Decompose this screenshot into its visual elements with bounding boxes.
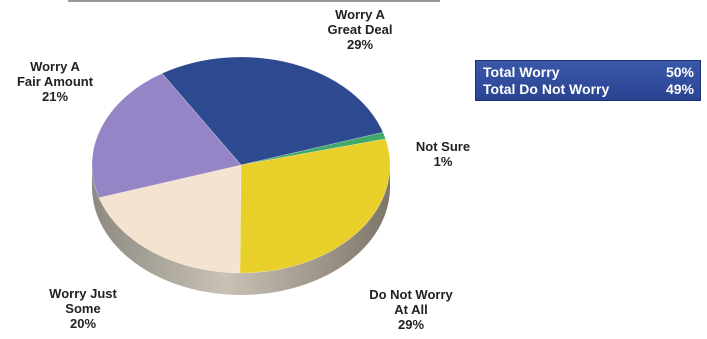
slice-label-line: Worry Just bbox=[49, 286, 117, 301]
slice-label-line: Worry A bbox=[30, 59, 80, 74]
pie-side-wall bbox=[92, 165, 390, 295]
slice-label-line: Fair Amount bbox=[16, 74, 94, 89]
summary-row-total-worry: Total Worry 50% bbox=[483, 64, 694, 81]
pie-depth-layer bbox=[92, 165, 390, 295]
slice-label-line: At All bbox=[394, 302, 428, 317]
slice-label-worry-a-great-deal: Worry A Great Deal 29% bbox=[305, 7, 415, 52]
pie-slices bbox=[91, 56, 391, 274]
slice-percent: 29% bbox=[397, 317, 425, 332]
slice-percent: 21% bbox=[41, 89, 69, 104]
pie-slice-great-deal bbox=[161, 56, 384, 166]
summary-value: 50% bbox=[665, 64, 694, 80]
slice-label-worry-just-some: Worry Just Some 20% bbox=[28, 286, 138, 331]
slice-percent: 29% bbox=[346, 37, 374, 52]
pie-slice-not-sure bbox=[240, 131, 386, 166]
top-rule bbox=[68, 0, 440, 2]
slice-label-worry-a-fair-amount: Worry A Fair Amount 21% bbox=[0, 59, 110, 104]
summary-row-total-do-not-worry: Total Do Not Worry 49% bbox=[483, 81, 694, 98]
slice-label-line: Worry A bbox=[335, 7, 385, 22]
slice-percent: 1% bbox=[433, 154, 453, 169]
slice-label-line: Great Deal bbox=[327, 22, 393, 37]
pie-slice-just-some bbox=[98, 164, 242, 274]
slice-label-line: Some bbox=[65, 301, 101, 316]
pie-slice-fair-amount bbox=[91, 73, 242, 199]
pie-slice-not-at-all bbox=[239, 138, 391, 274]
slice-label-line: Do Not Worry bbox=[369, 287, 453, 302]
slice-label-line: Not Sure bbox=[415, 139, 471, 154]
slice-label-not-sure: Not Sure 1% bbox=[403, 139, 483, 169]
summary-label: Total Do Not Worry bbox=[483, 81, 610, 97]
slice-percent: 20% bbox=[69, 316, 97, 331]
summary-box: Total Worry 50% Total Do Not Worry 49% bbox=[475, 60, 701, 101]
summary-value: 49% bbox=[665, 81, 694, 97]
summary-label: Total Worry bbox=[483, 64, 560, 80]
slice-label-do-not-worry-at-all: Do Not Worry At All 29% bbox=[351, 287, 471, 332]
